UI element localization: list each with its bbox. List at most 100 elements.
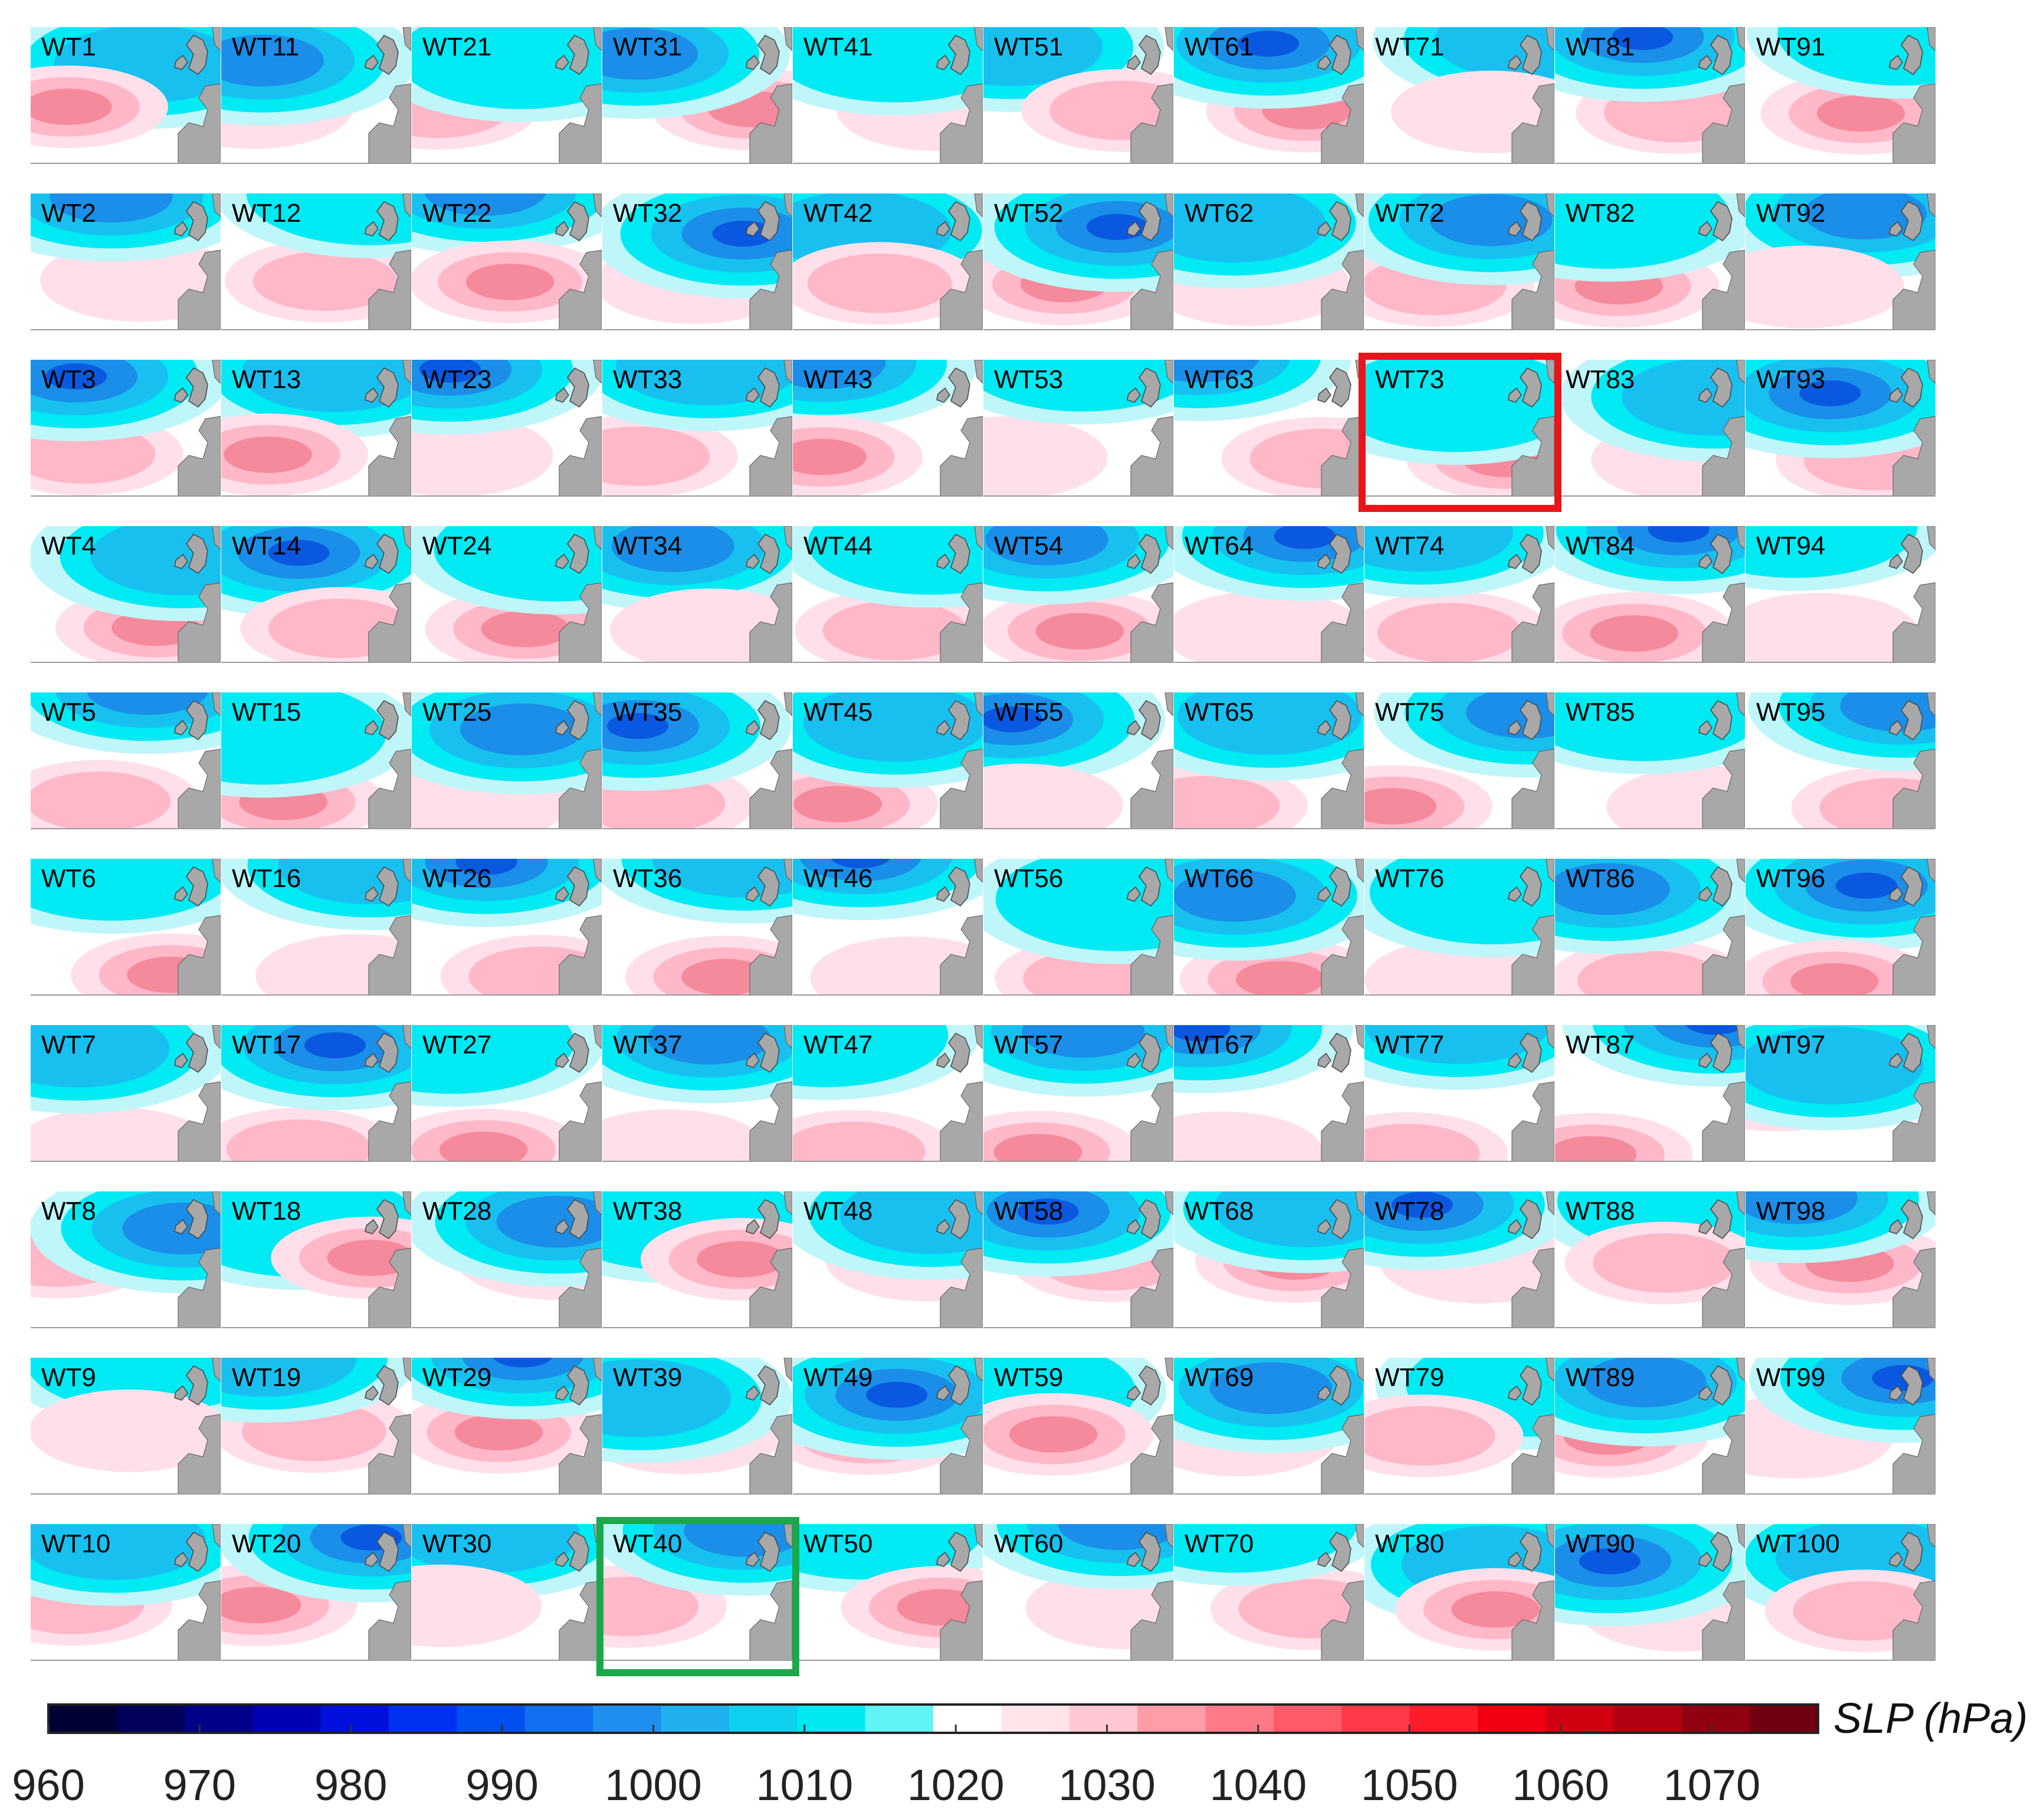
colorbar-swatch — [797, 1705, 866, 1733]
colorbar-tick-label: 1070 — [1664, 1761, 1761, 1810]
panel-wt69: WT69 — [1174, 1358, 1364, 1495]
colorbar-tick-label: 990 — [465, 1761, 538, 1810]
panel-wt91: WT91 — [1746, 27, 1935, 164]
panel-wt92: WT92 — [1746, 193, 1935, 330]
panel-label: WT68 — [1185, 1197, 1254, 1226]
panel-wt99: WT99 — [1746, 1358, 1935, 1495]
panel-wt59: WT59 — [983, 1358, 1173, 1495]
panel-wt67: WT67 — [1174, 1025, 1364, 1162]
panel-label: WT23 — [422, 365, 491, 394]
panel-wt66: WT66 — [1174, 859, 1364, 996]
panel-wt17: WT17 — [221, 1025, 411, 1162]
panel-wt38: WT38 — [602, 1191, 792, 1328]
panel-label: WT9 — [41, 1363, 96, 1392]
panel-wt82: WT82 — [1555, 193, 1745, 330]
panel-label: WT84 — [1566, 531, 1635, 560]
panel-label: WT31 — [613, 32, 682, 61]
weather-type-grid: WT1 WT11 WT21 WT31 WT41 WT51 WT61 WT71 WT81 WT91 W… — [31, 27, 1935, 1676]
colorbar-swatch — [1137, 1705, 1206, 1733]
panel-label: WT55 — [994, 698, 1063, 727]
panel-label: WT47 — [803, 1030, 872, 1059]
panel-label: WT36 — [613, 864, 682, 893]
panel-label: WT46 — [803, 864, 872, 893]
panel-label: WT93 — [1756, 365, 1825, 394]
panel-label: WT87 — [1566, 1030, 1635, 1059]
panel-label: WT50 — [803, 1529, 872, 1558]
panel-label: WT99 — [1756, 1363, 1825, 1392]
colorbar-swatches — [48, 1705, 1819, 1733]
panel-wt10: WT10 — [31, 1524, 221, 1661]
panel-label: WT51 — [994, 32, 1063, 61]
colorbar-tick-label: 1060 — [1512, 1761, 1609, 1810]
colorbar-swatch — [661, 1705, 730, 1733]
panel-label: WT96 — [1756, 864, 1825, 893]
panel-wt29: WT29 — [412, 1358, 602, 1495]
panel-label: WT94 — [1756, 531, 1825, 560]
panel-label: WT10 — [41, 1529, 110, 1558]
panel-wt81: WT81 — [1555, 27, 1745, 164]
colorbar-swatch — [1546, 1705, 1615, 1733]
colorbar-swatch — [1682, 1705, 1751, 1733]
colorbar-swatch — [388, 1705, 457, 1733]
panel-wt14: WT14 — [221, 526, 411, 663]
colorbar-tick-label: 1030 — [1058, 1761, 1156, 1810]
panel-label: WT43 — [803, 365, 872, 394]
panel-label: WT29 — [422, 1363, 491, 1392]
panel-label: WT21 — [422, 32, 491, 61]
panel-wt54: WT54 — [983, 526, 1173, 663]
panel-label: WT71 — [1375, 32, 1444, 61]
panel-label: WT11 — [232, 32, 299, 61]
slp-colorbar: 960 970 980 990 1000 1010 1020 1030 1040 1050 1060… — [12, 1695, 2027, 1810]
panel-wt6: WT6 — [31, 859, 221, 996]
panel-label: WT92 — [1756, 199, 1825, 228]
panel-wt42: WT42 — [793, 193, 983, 330]
panel-label: WT69 — [1185, 1363, 1254, 1392]
panel-label: WT52 — [994, 199, 1063, 228]
panel-wt88: WT88 — [1555, 1191, 1745, 1328]
panel-wt43: WT43 — [793, 360, 983, 497]
panel-wt19: WT19 — [221, 1358, 411, 1495]
panel-label: WT44 — [803, 531, 872, 560]
highlight-box-wt40 — [596, 1517, 799, 1676]
panel-label: WT3 — [41, 365, 96, 394]
panel-wt68: WT68 — [1174, 1191, 1364, 1328]
panel-wt80: WT80 — [1364, 1524, 1554, 1661]
panel-wt64: WT64 — [1174, 526, 1364, 663]
colorbar-tick-label: 1020 — [907, 1761, 1005, 1810]
panel-wt90: WT90 — [1555, 1524, 1745, 1661]
colorbar-unit-label: SLP (hPa) — [1833, 1695, 2027, 1742]
panel-label: WT65 — [1185, 698, 1254, 727]
panel-label: WT61 — [1185, 32, 1254, 61]
panel-wt94: WT94 — [1746, 526, 1935, 663]
panel-wt41: WT41 — [793, 27, 983, 164]
colorbar-swatch — [1750, 1705, 1819, 1733]
colorbar-swatch — [933, 1705, 1002, 1733]
panel-wt56: WT56 — [983, 859, 1173, 996]
colorbar-frame — [47, 1703, 1819, 1734]
panel-label: WT58 — [994, 1197, 1063, 1226]
panel-wt13: WT13 — [221, 360, 411, 497]
colorbar-tick-label: 1040 — [1210, 1761, 1307, 1810]
panel-label: WT75 — [1375, 698, 1444, 727]
colorbar-swatch — [1613, 1705, 1682, 1733]
panel-wt7: WT7 — [31, 1025, 221, 1162]
panel-wt18: WT18 — [221, 1191, 411, 1328]
panel-label: WT54 — [994, 531, 1063, 560]
panel-wt21: WT21 — [412, 27, 602, 164]
panel-label: WT74 — [1375, 531, 1444, 560]
panel-wt61: WT61 — [1174, 27, 1364, 164]
panel-wt1: WT1 — [31, 27, 221, 164]
panel-label: WT22 — [422, 199, 491, 228]
panel-label: WT53 — [994, 365, 1063, 394]
panel-wt16: WT16 — [221, 859, 411, 996]
panel-wt47: WT47 — [793, 1025, 983, 1162]
panel-wt77: WT77 — [1364, 1025, 1554, 1162]
panel-label: WT16 — [232, 864, 301, 893]
panel-label: WT81 — [1566, 32, 1635, 61]
colorbar-swatch — [48, 1705, 117, 1733]
colorbar-tick-label: 1010 — [756, 1761, 854, 1810]
panel-label: WT15 — [232, 698, 301, 727]
panel-wt86: WT86 — [1555, 859, 1745, 996]
panel-wt23: WT23 — [412, 360, 602, 497]
panel-label: WT59 — [994, 1363, 1063, 1392]
